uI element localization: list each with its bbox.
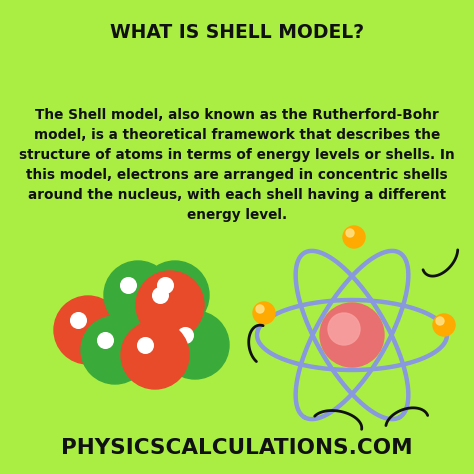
Circle shape [346,229,354,237]
Circle shape [158,278,173,293]
Circle shape [320,303,384,367]
Circle shape [141,261,209,329]
Circle shape [153,288,168,303]
Circle shape [54,296,122,364]
Circle shape [81,316,149,384]
Circle shape [328,313,360,345]
Circle shape [137,337,153,353]
Circle shape [178,328,193,343]
Circle shape [104,261,172,329]
Circle shape [256,305,264,313]
Circle shape [436,317,444,325]
Circle shape [121,278,137,293]
Circle shape [71,313,86,328]
Text: WHAT IS SHELL MODEL?: WHAT IS SHELL MODEL? [110,22,364,42]
Text: PHYSICSCALCULATIONS.COM: PHYSICSCALCULATIONS.COM [61,438,413,458]
Circle shape [343,226,365,248]
Circle shape [433,314,455,336]
Circle shape [161,311,229,379]
Circle shape [121,321,189,389]
Circle shape [136,271,204,339]
Text: The Shell model, also known as the Rutherford-Bohr
model, is a theoretical frame: The Shell model, also known as the Ruthe… [19,108,455,222]
Circle shape [253,302,275,324]
Circle shape [98,333,113,348]
